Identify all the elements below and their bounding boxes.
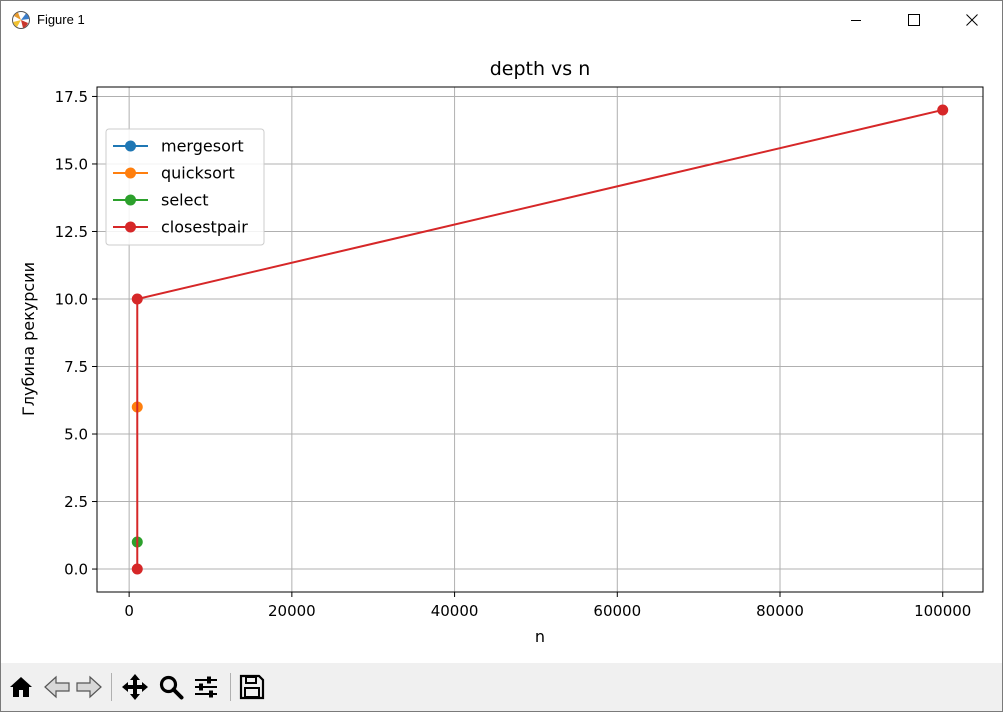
y-tick-label: 17.5 — [55, 88, 88, 106]
y-tick-label: 0.0 — [64, 561, 88, 579]
y-tick-label: 2.5 — [64, 493, 88, 511]
y-tick-label: 5.0 — [64, 426, 88, 444]
x-tick-label: 60000 — [593, 602, 641, 620]
toolbar-separator — [230, 673, 231, 701]
line-chart[interactable]: depth vs n 0 20000 40000 60000 80000 100000 0.… — [1, 39, 1002, 663]
legend-marker-select — [125, 194, 136, 206]
floppy-disk-icon — [239, 674, 265, 700]
x-tick-label: 40000 — [431, 602, 479, 620]
maximize-icon — [908, 14, 920, 26]
configure-subplots-button[interactable] — [190, 671, 222, 703]
legend: mergesort quicksort select closestpair — [105, 128, 265, 246]
magnifier-icon — [159, 675, 184, 700]
data-point-closestpair — [131, 563, 143, 575]
figure-canvas[interactable]: depth vs n 0 20000 40000 60000 80000 100000 0.… — [1, 39, 1002, 663]
save-button[interactable] — [236, 671, 268, 703]
title-bar: Figure 1 — [1, 1, 1002, 39]
legend-marker-closestpair — [125, 221, 136, 233]
x-tick-label: 100000 — [914, 602, 971, 620]
y-tick-label: 12.5 — [55, 223, 88, 241]
back-arrow-icon — [44, 675, 70, 699]
back-button[interactable] — [41, 671, 73, 703]
window-title: Figure 1 — [37, 12, 85, 27]
y-tick-label: 15.0 — [55, 155, 88, 173]
series-closestpair — [131, 104, 949, 575]
home-icon — [10, 677, 32, 697]
legend-box — [105, 128, 265, 246]
data-point-closestpair — [131, 293, 143, 305]
legend-label-quicksort: quicksort — [161, 164, 235, 183]
close-button[interactable] — [943, 1, 1001, 39]
x-tick-label: 20000 — [268, 602, 316, 620]
move-icon — [122, 674, 148, 700]
series-layer — [131, 104, 949, 575]
forward-button[interactable] — [73, 671, 105, 703]
x-tick-label: 0 — [124, 602, 134, 620]
matplotlib-app-icon — [11, 10, 31, 30]
axis-ticks: 0 20000 40000 60000 80000 100000 0.0 2.5 5.0 7.5 1… — [55, 88, 972, 620]
maximize-button[interactable] — [885, 1, 943, 39]
y-tick-label: 10.0 — [55, 290, 88, 308]
y-axis-label: Глубина рекурсии — [19, 262, 38, 416]
legend-marker-quicksort — [125, 167, 136, 179]
toolbar-separator — [111, 673, 112, 701]
legend-label-mergesort: mergesort — [161, 137, 244, 156]
legend-label-select: select — [161, 191, 209, 210]
minimize-button[interactable] — [827, 1, 885, 39]
legend-label-closestpair: closestpair — [161, 218, 248, 237]
x-tick-label: 80000 — [756, 602, 804, 620]
forward-arrow-icon — [76, 675, 102, 699]
pan-button[interactable] — [119, 671, 151, 703]
x-axis-label: n — [535, 627, 545, 646]
legend-marker-mergesort — [125, 140, 136, 152]
axes-frame — [96, 86, 984, 593]
chart-title: depth vs n — [490, 58, 591, 80]
sliders-icon — [195, 676, 217, 698]
navigation-toolbar — [1, 663, 1002, 711]
home-button[interactable] — [5, 671, 37, 703]
close-icon — [966, 14, 978, 26]
data-point-closestpair — [937, 104, 949, 116]
zoom-button[interactable] — [155, 671, 187, 703]
y-tick-label: 7.5 — [64, 358, 88, 376]
minimize-icon — [851, 20, 861, 21]
